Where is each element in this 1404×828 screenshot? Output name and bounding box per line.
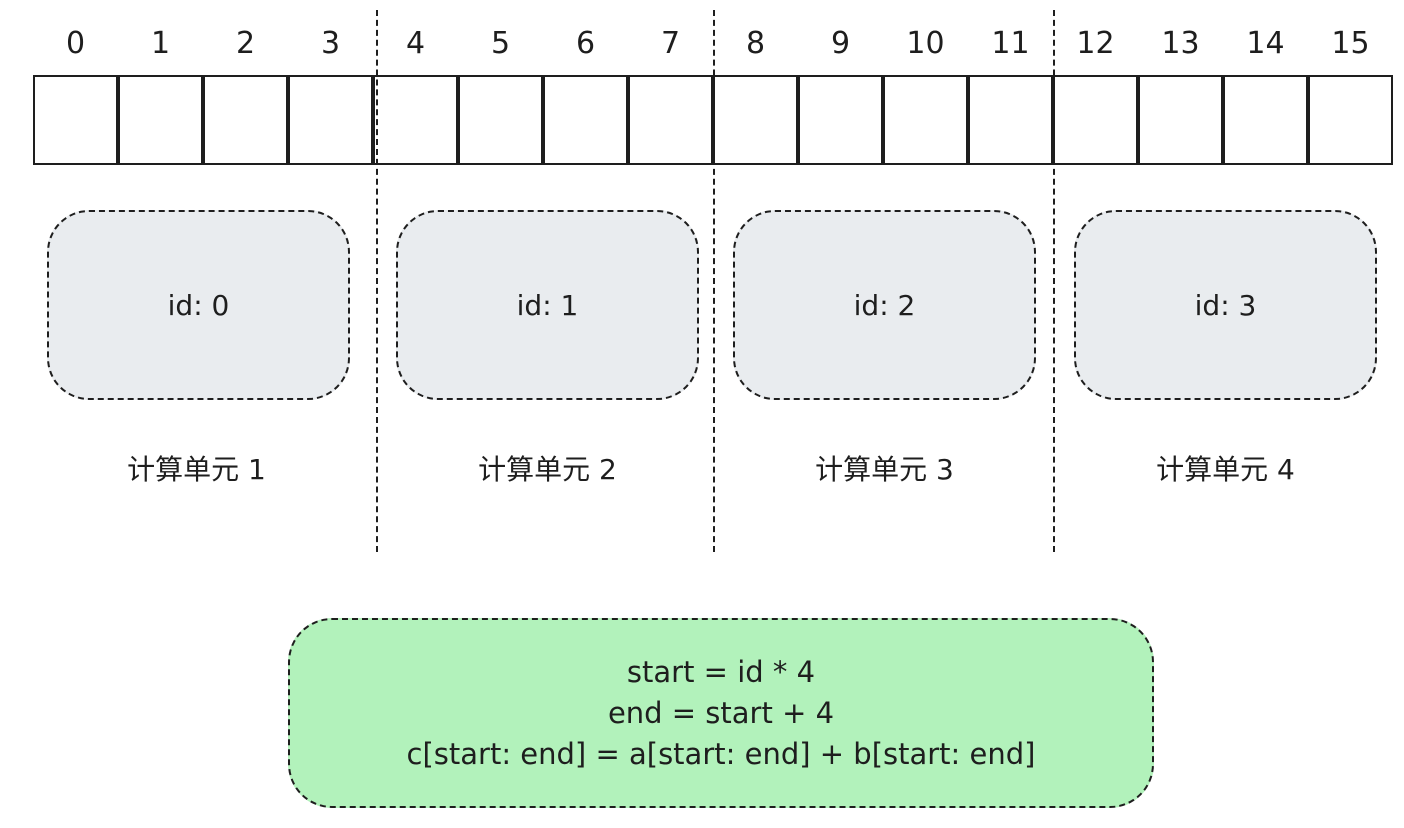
array-cell [1308, 75, 1393, 165]
partition-divider [713, 10, 715, 552]
array-cell [1138, 75, 1223, 165]
compute-unit-box: id: 3 [1074, 210, 1377, 400]
array-index-label: 10 [906, 26, 945, 61]
array-index-label: 12 [1076, 26, 1115, 61]
array-cell [373, 75, 458, 165]
array-cell [118, 75, 203, 165]
compute-unit-box: id: 1 [396, 210, 699, 400]
code-line: c[start: end] = a[start: end] + b[start:… [406, 736, 1036, 771]
array-cell [1223, 75, 1308, 165]
array-index-label: 2 [235, 26, 256, 61]
compute-unit-id: id: 2 [853, 288, 916, 322]
array-cell [628, 75, 713, 165]
array-index-label: 11 [991, 26, 1030, 61]
array-cell [798, 75, 883, 165]
array-cell [883, 75, 968, 165]
compute-unit-label: 计算单元 3 [815, 453, 954, 486]
array-index-label: 5 [490, 26, 511, 61]
compute-unit-box: id: 0 [47, 210, 350, 400]
compute-unit-label: 计算单元 1 [127, 453, 266, 486]
code-box: start = id * 4 end = start + 4 c[start: … [288, 618, 1154, 808]
array-index-label: 1 [150, 26, 171, 61]
array-cell [458, 75, 543, 165]
array-index-label: 8 [745, 26, 766, 61]
compute-unit-label: 计算单元 4 [1156, 453, 1295, 486]
code-line: end = start + 4 [607, 695, 835, 730]
array-index-label: 15 [1331, 26, 1370, 61]
array-index-label: 0 [65, 26, 86, 61]
compute-unit-label: 计算单元 2 [478, 453, 617, 486]
array-index-label: 13 [1161, 26, 1200, 61]
array-cell [288, 75, 373, 165]
array-index-label: 9 [830, 26, 851, 61]
compute-unit-id: id: 3 [1194, 288, 1257, 322]
array-index-label: 3 [320, 26, 341, 61]
array-cell [713, 75, 798, 165]
array-cell [543, 75, 628, 165]
array-index-label: 6 [575, 26, 596, 61]
array-cell [1053, 75, 1138, 165]
compute-unit-id: id: 1 [516, 288, 579, 322]
array-index-label: 14 [1246, 26, 1285, 61]
partition-divider [376, 10, 378, 552]
compute-unit-box: id: 2 [733, 210, 1036, 400]
partition-divider [1053, 10, 1055, 552]
array-index-label: 4 [405, 26, 426, 61]
compute-unit-id: id: 0 [167, 288, 230, 322]
array-cell [203, 75, 288, 165]
code-line: start = id * 4 [626, 654, 816, 689]
array-cell [33, 75, 118, 165]
array-index-label: 7 [660, 26, 681, 61]
array-cell [968, 75, 1053, 165]
